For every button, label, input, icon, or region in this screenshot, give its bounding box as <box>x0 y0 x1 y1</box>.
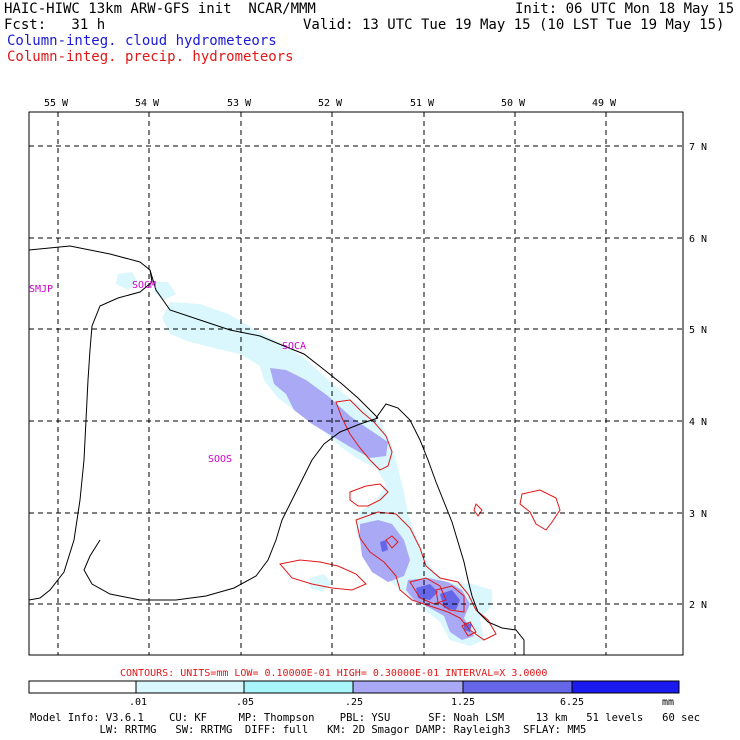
lon-label: 49 W <box>592 98 617 109</box>
colorbar-tick: .25 <box>345 697 363 708</box>
station-labels: SMJP SOCM SOCA SOOS <box>29 280 306 465</box>
coastlines <box>29 245 525 655</box>
init-time: Init: 06 UTC Mon 18 May 15 <box>515 1 735 17</box>
lon-label: 51 W <box>410 98 435 109</box>
station-label: SOCA <box>282 341 306 352</box>
plot-title: HAIC-HIWC 13km ARW-GFS init NCAR/MMM <box>4 1 316 17</box>
colorbar-tick: 6.25 <box>560 697 584 708</box>
forecast-hour: Fcst: 31 h <box>4 17 106 33</box>
colorbar <box>28 680 680 694</box>
map-frame <box>28 111 684 656</box>
latitude-labels: 7 N 6 N 5 N 4 N 3 N 2 N <box>689 142 707 611</box>
valid-time: Valid: 13 UTC Tue 19 May 15 (10 LST Tue … <box>303 17 725 33</box>
lon-label: 53 W <box>227 98 252 109</box>
colorbar-ticks: .01 .05 .25 1.25 6.25 mm <box>129 697 674 708</box>
model-info-line1: Model Info: V3.6.1 CU: KF MP: Thompson P… <box>30 712 701 724</box>
lon-label: 55 W <box>44 98 69 109</box>
lon-label: 54 W <box>135 98 160 109</box>
field-label-cloud: Column-integ. cloud hydrometeors <box>7 33 277 49</box>
lon-label: 52 W <box>318 98 343 109</box>
colorbar-tick: 1.25 <box>451 697 475 708</box>
station-label: SOCM <box>132 280 156 291</box>
model-info-line2: LW: RRTMG SW: RRTMG DIFF: full KM: 2D Sm… <box>30 724 587 736</box>
station-label: SMJP <box>29 284 53 295</box>
lat-label: 6 N <box>689 234 707 245</box>
longitude-labels: 55 W 54 W 53 W 52 W 51 W 50 W 49 W <box>44 98 617 109</box>
station-label: SOOS <box>208 454 232 465</box>
field-label-precip: Column-integ. precip. hydrometeors <box>7 49 294 65</box>
lat-label: 3 N <box>689 509 707 520</box>
contour-note: CONTOURS: UNITS=mm LOW= 0.10000E-01 HIGH… <box>120 668 547 679</box>
lat-label: 7 N <box>689 142 707 153</box>
precip-contours <box>279 399 561 641</box>
colorbar-units: mm <box>662 697 674 708</box>
graticule <box>29 112 683 655</box>
lat-label: 2 N <box>689 600 707 611</box>
lon-label: 50 W <box>501 98 526 109</box>
colorbar-tick: .05 <box>236 697 254 708</box>
lat-label: 4 N <box>689 417 707 428</box>
colorbar-tick: .01 <box>129 697 147 708</box>
lat-label: 5 N <box>689 325 707 336</box>
